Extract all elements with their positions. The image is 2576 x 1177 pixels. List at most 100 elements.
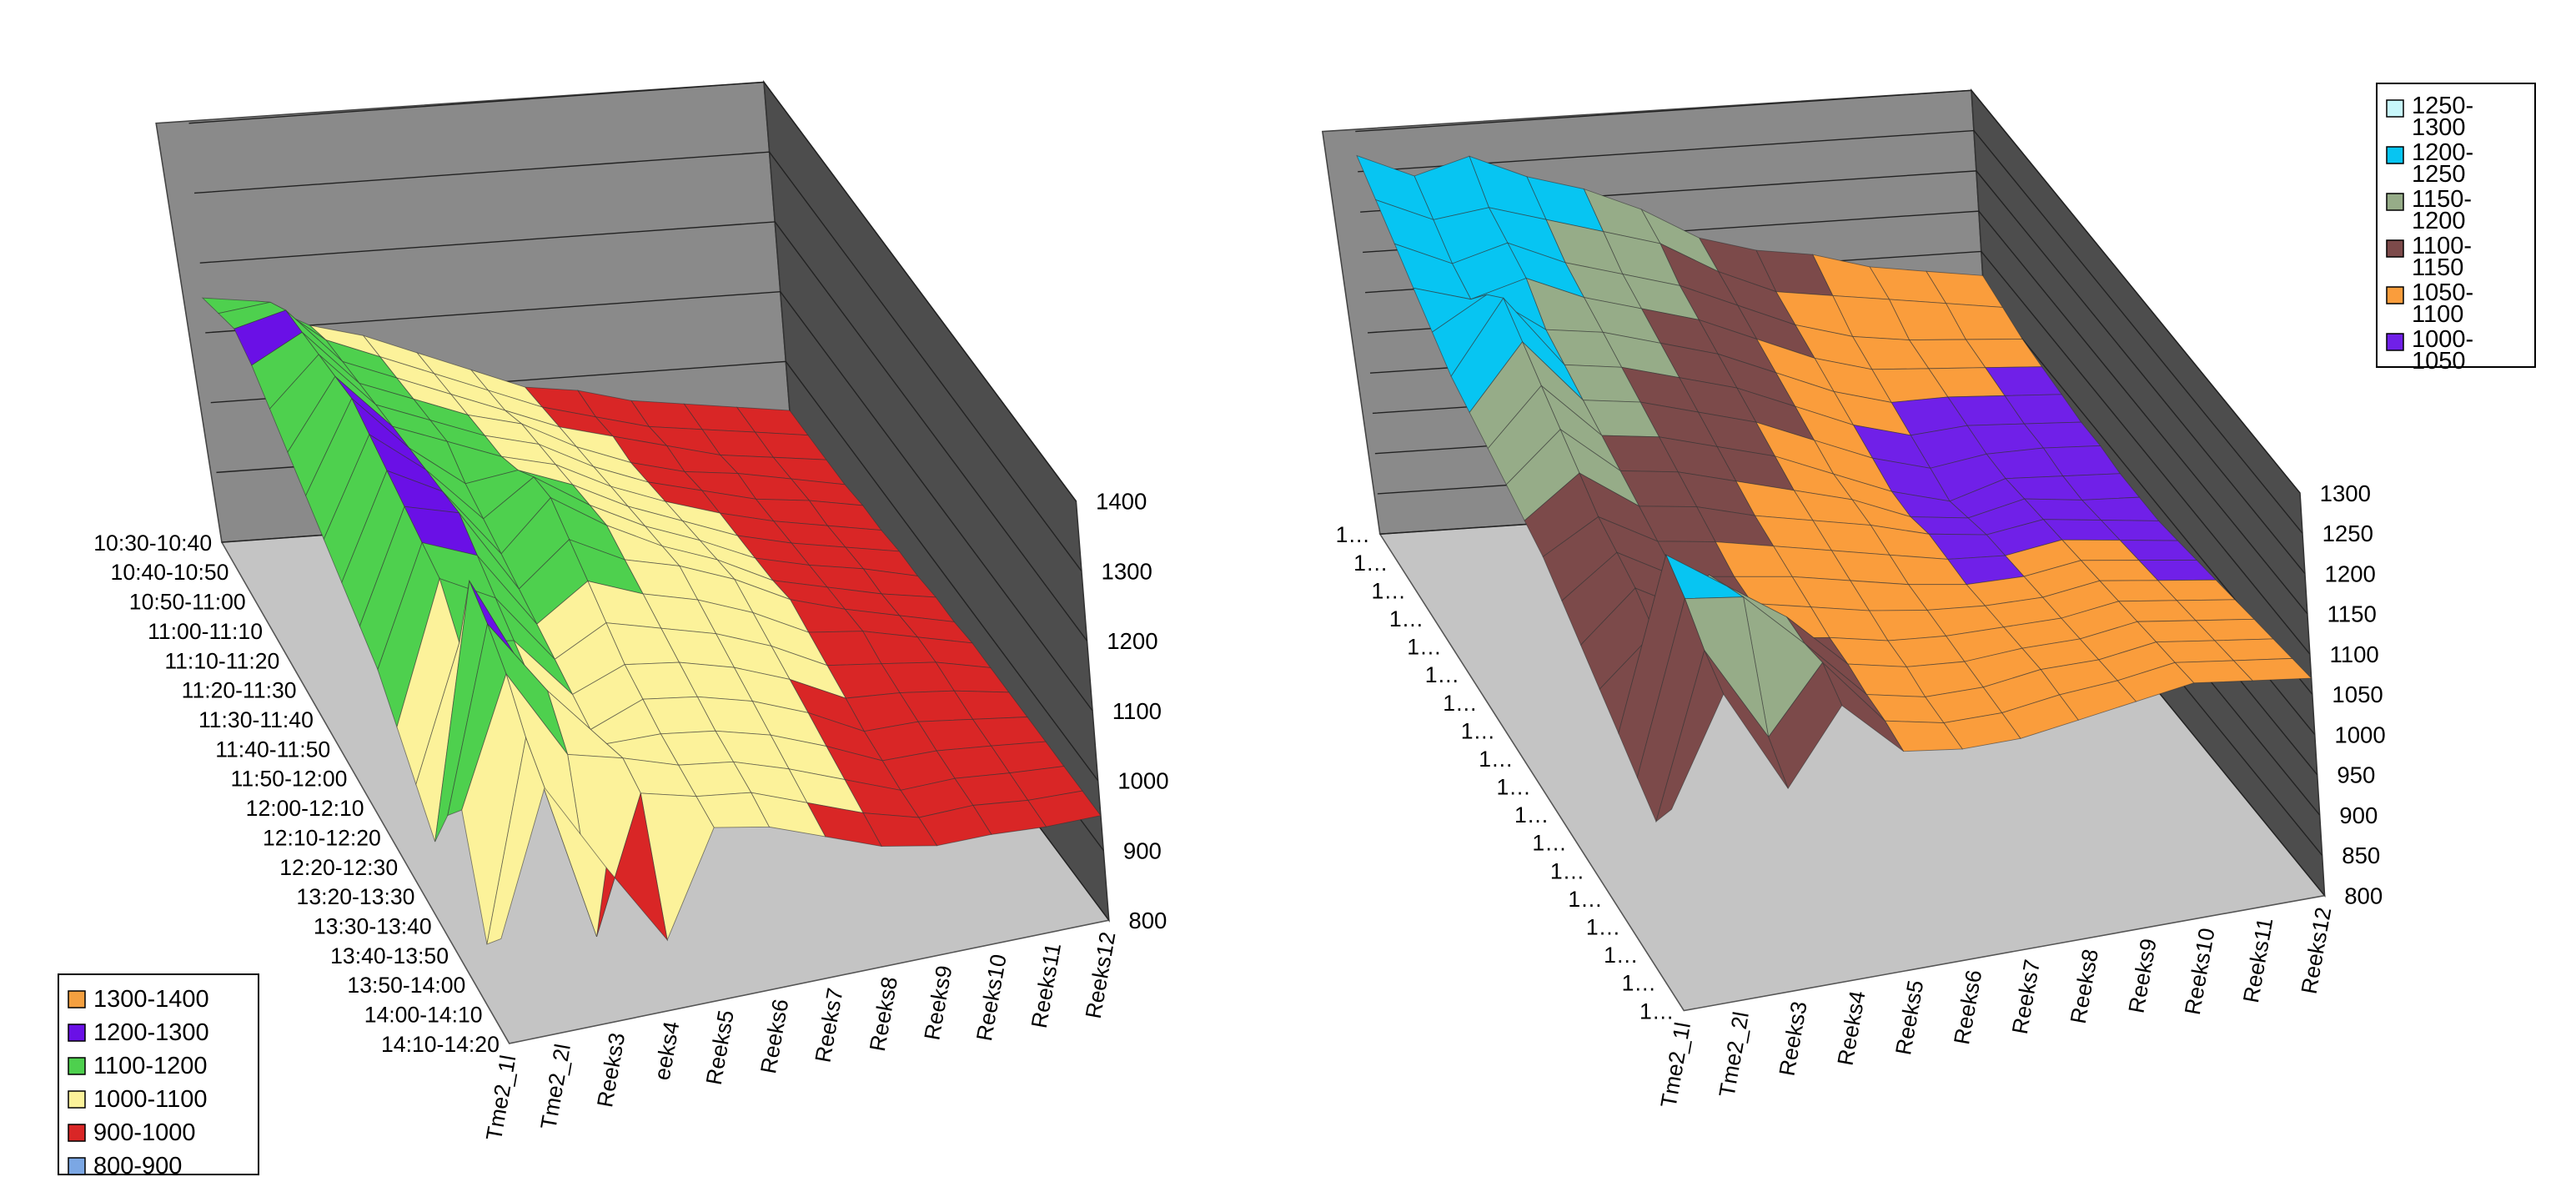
row-label: 11:40-11:50 (215, 737, 330, 762)
z-tick-label: 1250 (2322, 521, 2373, 546)
legend-swatch (2386, 286, 2404, 304)
row-label: 1… (1443, 691, 1477, 716)
z-tick-label: 1300 (1101, 558, 1152, 584)
series-label: Reeks12 (2297, 905, 2337, 996)
row-label: 1… (1353, 551, 1388, 576)
row-label: 13:20-13:30 (297, 884, 415, 909)
legend-label: 1300-1400 (93, 986, 209, 1013)
legend-swatch (68, 1057, 86, 1075)
row-label: 10:30-10:40 (93, 531, 212, 556)
legend-swatch (68, 1024, 86, 1042)
row-label: 11:50-12:00 (231, 767, 348, 792)
series-label: Reeks5 (701, 1008, 739, 1087)
row-label: 11:30-11:40 (198, 707, 314, 732)
row-label: 1… (1568, 887, 1602, 912)
legend-label: 1200-1300 (93, 1019, 209, 1046)
legend-label: 1200- (2412, 139, 2473, 166)
row-label: 10:40-10:50 (111, 560, 229, 585)
z-tick-label: 1300 (2320, 480, 2371, 506)
legend-label: 900-1000 (93, 1119, 196, 1146)
legend-label: 1050- (2412, 279, 2473, 306)
row-label: 1… (1622, 971, 1656, 996)
legend-box (58, 973, 259, 1175)
row-label: 1… (1514, 802, 1549, 827)
row-label: 12:00-12:10 (246, 796, 364, 821)
gridline (1355, 89, 2301, 494)
series-label: Reeks3 (592, 1031, 630, 1109)
legend-swatch (68, 1090, 86, 1109)
z-tick-label: 1200 (1107, 628, 1157, 654)
series-label: Tme2_1l (1656, 1020, 1696, 1109)
z-tick-label: 1100 (1112, 698, 1162, 724)
legend-swatch (68, 1157, 86, 1175)
series-label: Tme2_2l (1714, 1010, 1754, 1099)
z-tick-label: 950 (2337, 762, 2375, 788)
series-label: Reeks8 (865, 975, 902, 1054)
row-label: 1… (1372, 578, 1406, 603)
z-tick-label: 900 (1123, 837, 1162, 863)
series-label: Tme2_1l (481, 1054, 521, 1143)
legend-label-cont: 1250 (2412, 161, 2466, 188)
z-tick-label: 1000 (2334, 722, 2385, 747)
legend-label: 1000-1100 (93, 1086, 208, 1113)
surface-chart-right: 800 850 900 950 1000 1050 1100 1150 1200 1250 1300… (1321, 88, 2386, 1109)
legend-label: 1100-1200 (93, 1053, 208, 1079)
z-tick-label: 1000 (1117, 768, 1168, 794)
row-label: 13:30-13:40 (314, 913, 432, 938)
series-label: Tme2_2l (535, 1042, 575, 1131)
series-label: Reeks6 (756, 997, 793, 1075)
row-label: 12:20-12:30 (279, 855, 398, 880)
row-label: 13:50-14:00 (347, 973, 465, 998)
legend: 1300-1400 1200-1300 1100-1200 1000-1100 900-… (58, 973, 259, 1177)
z-tick-label: 900 (2339, 802, 2378, 828)
row-label: 14:00-14:10 (364, 1003, 483, 1028)
surface-chart-left: 800 900 1000 1100 1200 1300 1400 10:30-10:40 10:… (93, 79, 1169, 1143)
series-label: Reeks4 (1832, 989, 1870, 1068)
series-label: eeks4 (650, 1019, 685, 1082)
series-label: Reeks10 (972, 953, 1012, 1044)
row-label: 1… (1604, 943, 1638, 968)
surface-cell (1655, 649, 1725, 822)
row-label: 1… (1479, 747, 1513, 772)
z-tick-label: 850 (2342, 843, 2380, 868)
legend-swatch (2386, 239, 2404, 258)
series-label: Reeks12 (1081, 930, 1121, 1021)
legend-swatch (2386, 193, 2404, 211)
legend-label-cont: 1050 (2412, 348, 2466, 375)
row-label: 1… (1336, 522, 1370, 547)
row-label: 1… (1461, 718, 1495, 743)
legend-swatch (68, 990, 86, 1008)
row-label: 13:40-13:50 (330, 943, 449, 968)
row-label: 11:20-11:30 (182, 678, 297, 703)
row-label: 1… (1532, 831, 1566, 856)
legend-swatch (68, 1124, 86, 1142)
legend-swatch (2386, 146, 2404, 164)
row-label: 1… (1640, 998, 1674, 1024)
series-label: Reeks3 (1775, 999, 1812, 1078)
gridline (1358, 129, 2303, 534)
z-tick-label: 1050 (2332, 682, 2383, 707)
legend-swatch (2386, 333, 2404, 351)
gridline (194, 151, 1082, 571)
z-tick-label: 1400 (1096, 489, 1147, 515)
surface (201, 297, 1102, 945)
legend-label: 1000- (2412, 326, 2473, 353)
z-tick-label: 800 (2344, 883, 2383, 909)
legend: 1250-13001200-12501150-12001100-11501050… (2376, 83, 2536, 375)
series-label: Reeks7 (2007, 958, 2045, 1036)
series-label: Reeks5 (1891, 978, 1928, 1057)
row-label: 1… (1389, 606, 1424, 631)
row-label: 1… (1496, 774, 1530, 799)
legend-label-cont: 1150 (2412, 254, 2463, 281)
z-tick-label: 1100 (2329, 641, 2378, 667)
legend-label-cont: 1300 (2412, 114, 2466, 141)
series-label: Reeks9 (2124, 937, 2162, 1015)
series-label: Reeks10 (2180, 926, 2220, 1017)
gridline (199, 221, 1088, 641)
gridline (188, 81, 1077, 502)
z-tick-label: 800 (1128, 908, 1167, 933)
series-label: Reeks6 (1949, 968, 1986, 1046)
row-label: 11:10-11:20 (164, 648, 279, 673)
row-label: 11:00-11:10 (148, 619, 263, 644)
